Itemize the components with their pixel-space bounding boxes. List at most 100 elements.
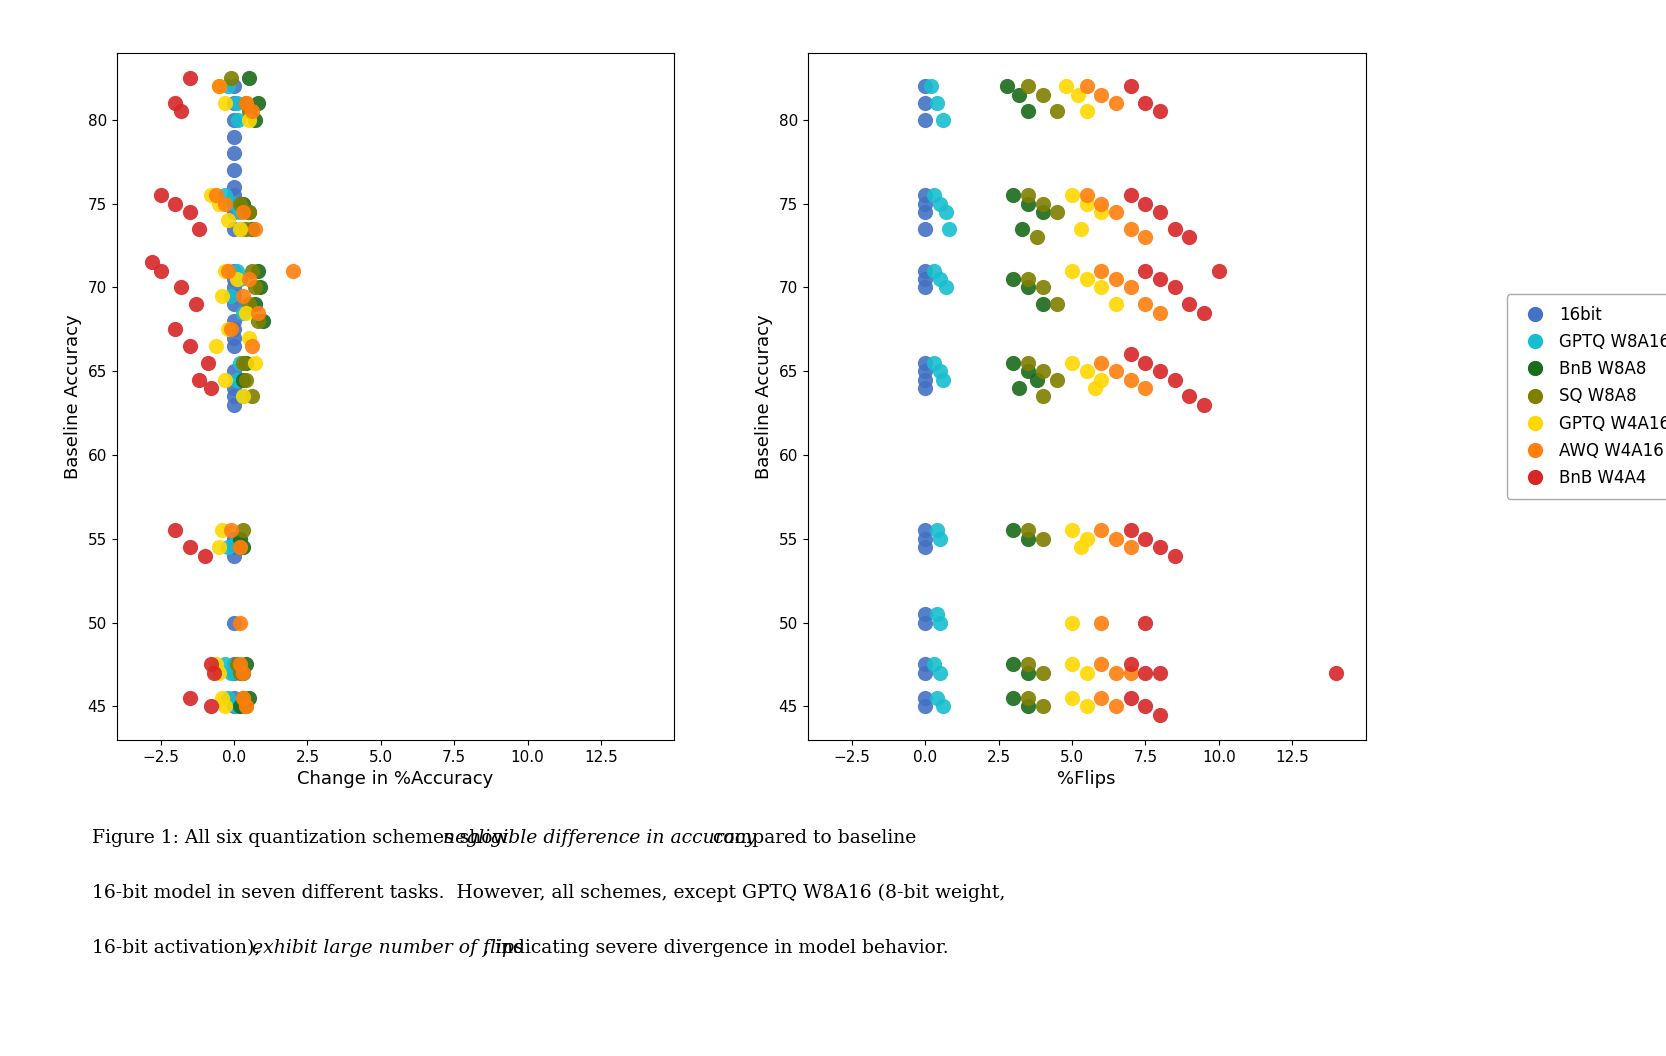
Text: exhibit large number of flips: exhibit large number of flips [252, 939, 523, 957]
Point [220, 664, 247, 681]
Point [911, 530, 938, 547]
Point [220, 698, 247, 715]
Point [1030, 195, 1056, 212]
Point [220, 279, 247, 296]
Point [918, 78, 945, 95]
Point [1058, 187, 1085, 204]
Point [1000, 690, 1026, 706]
Point [1191, 304, 1218, 321]
Point [220, 396, 247, 413]
Point [1103, 296, 1130, 313]
Point [203, 656, 230, 673]
Point [1131, 530, 1158, 547]
Point [926, 363, 953, 380]
Point [1065, 87, 1091, 103]
Point [215, 690, 242, 706]
Point [1073, 103, 1100, 120]
Point [1118, 539, 1145, 555]
Point [1161, 371, 1188, 388]
Point [1161, 279, 1188, 296]
Point [238, 388, 265, 404]
Point [238, 103, 265, 120]
Point [207, 664, 233, 681]
Point [218, 287, 245, 304]
Point [203, 338, 230, 355]
Point [911, 355, 938, 372]
Point [197, 656, 223, 673]
Point [1015, 78, 1041, 95]
Point [220, 262, 247, 279]
Point [1045, 296, 1071, 313]
Point [1030, 388, 1056, 404]
Point [220, 539, 247, 555]
Point [1015, 355, 1041, 372]
Point [147, 262, 173, 279]
Point [1030, 204, 1056, 221]
Point [923, 690, 950, 706]
Point [1073, 187, 1100, 204]
Point [162, 522, 188, 539]
Point [1015, 195, 1041, 212]
Point [280, 262, 307, 279]
Point [168, 103, 195, 120]
Point [220, 338, 247, 355]
Point [1146, 363, 1173, 380]
Point [1176, 296, 1203, 313]
Point [227, 615, 253, 631]
Point [1006, 379, 1033, 396]
Point [162, 95, 188, 112]
Point [921, 355, 948, 372]
Point [185, 221, 212, 238]
Point [911, 187, 938, 204]
Point [177, 70, 203, 87]
Point [1053, 78, 1080, 95]
Point [212, 195, 238, 212]
Point [1088, 522, 1115, 539]
Point [230, 195, 257, 212]
Point [1000, 522, 1026, 539]
Point [926, 530, 953, 547]
Point [921, 262, 948, 279]
Point [230, 204, 257, 221]
Point [1131, 698, 1158, 715]
Point [926, 664, 953, 681]
Point [1146, 204, 1173, 221]
Point [923, 606, 950, 623]
Point [220, 530, 247, 547]
Point [238, 221, 265, 238]
Point [926, 615, 953, 631]
Point [1015, 187, 1041, 204]
Point [138, 253, 165, 270]
Point [183, 296, 210, 313]
Point [1023, 371, 1050, 388]
Point [227, 698, 253, 715]
Point [1000, 187, 1026, 204]
Point [1088, 355, 1115, 372]
Legend: 16bit, GPTQ W8A16, BnB W8A8, SQ W8A8, GPTQ W4A16, AWQ W4A16, BnB W4A4: 16bit, GPTQ W8A16, BnB W8A8, SQ W8A8, GP… [1508, 295, 1666, 498]
Point [220, 379, 247, 396]
Point [926, 195, 953, 212]
Point [1118, 690, 1145, 706]
Point [1146, 706, 1173, 723]
Point [220, 195, 247, 212]
Point [230, 690, 257, 706]
Point [215, 78, 242, 95]
Point [1131, 296, 1158, 313]
Point [1131, 664, 1158, 681]
Point [1131, 379, 1158, 396]
Point [911, 664, 938, 681]
Point [1015, 279, 1041, 296]
Point [1030, 363, 1056, 380]
Point [911, 195, 938, 212]
Point [223, 262, 250, 279]
Point [1088, 87, 1115, 103]
Text: negligible difference in accuracy: negligible difference in accuracy [443, 829, 756, 847]
Point [935, 221, 961, 238]
Point [220, 329, 247, 346]
Point [230, 522, 257, 539]
Point [911, 539, 938, 555]
Point [1058, 355, 1085, 372]
Point [227, 355, 253, 372]
Point [207, 78, 233, 95]
Point [223, 656, 250, 673]
